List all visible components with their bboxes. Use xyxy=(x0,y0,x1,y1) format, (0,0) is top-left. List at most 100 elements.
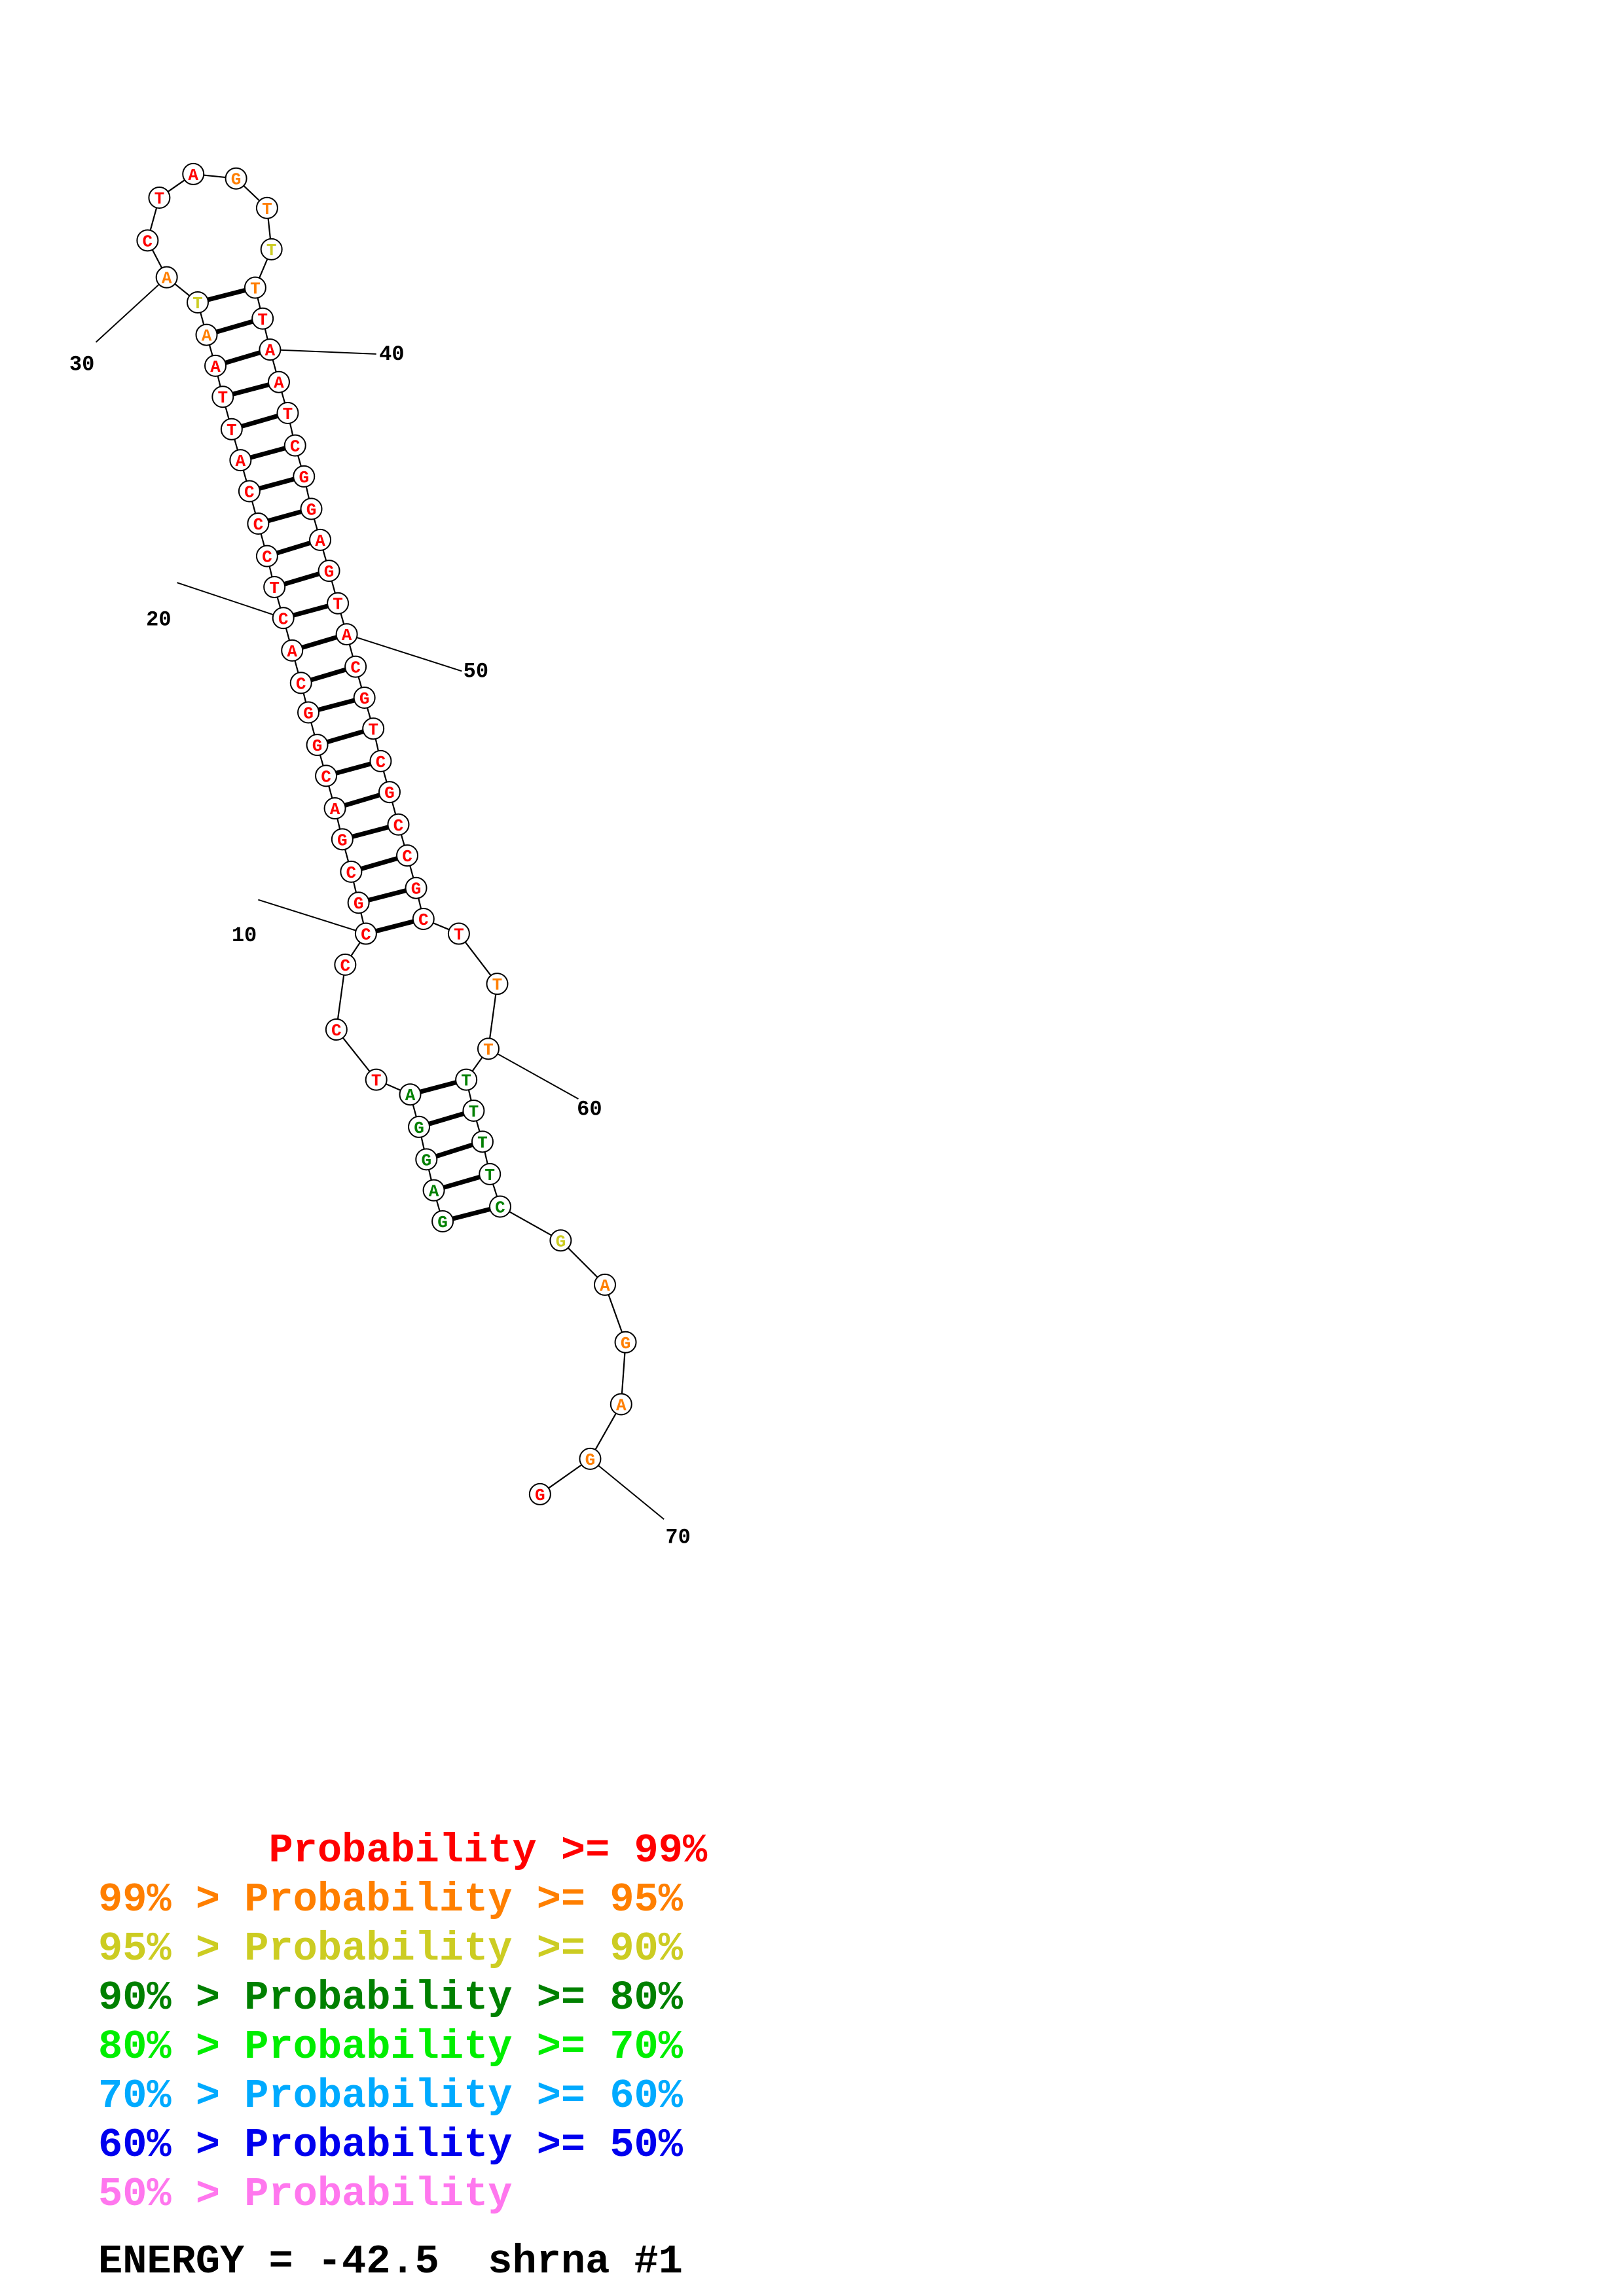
nucleotide: C xyxy=(247,512,270,535)
position-tick xyxy=(488,1048,579,1100)
nucleotide: C xyxy=(387,813,410,836)
nucleotide: G xyxy=(318,560,340,583)
nucleotide-base: T xyxy=(283,404,293,424)
nucleotide-circle xyxy=(486,973,509,996)
nucleotide-circle xyxy=(211,386,234,408)
nucleotide-base: A xyxy=(274,374,284,393)
nucleotide-base: T xyxy=(227,421,237,440)
nucleotide-circle xyxy=(344,655,367,678)
nucleotide-circle xyxy=(204,354,227,377)
nucleotide-circle xyxy=(354,922,377,945)
nucleotide-base: G xyxy=(411,880,422,899)
nucleotide-circle xyxy=(479,1162,501,1185)
nucleotide-base: G xyxy=(299,468,309,488)
nucleotide-circle xyxy=(347,891,370,914)
nucleotide-base: T xyxy=(368,720,378,740)
backbone-segment xyxy=(500,1206,561,1242)
nucleotide: T xyxy=(276,402,299,425)
nucleotide-base: C xyxy=(340,956,351,976)
nucleotide-circle xyxy=(549,1229,572,1252)
nucleotide-circle xyxy=(186,291,209,314)
nucleotide: A xyxy=(281,639,304,662)
position-ticks: 10 20 30 40 50 60 70 xyxy=(69,276,691,1549)
nucleotide-base: T xyxy=(461,1071,471,1091)
legend-entry: 90% > Probability >= 80% xyxy=(98,1975,683,2021)
nucleotide: T xyxy=(479,1162,501,1185)
nucleotide-base: C xyxy=(418,910,429,930)
nucleotide-circle xyxy=(331,828,354,851)
nucleotide: G xyxy=(300,497,323,520)
nucleotide-base: G xyxy=(359,689,370,709)
nucleotide: G xyxy=(378,781,401,804)
nucleotide-base: T xyxy=(484,1166,495,1185)
nucleotide-base: C xyxy=(393,816,404,836)
nucleotide-base: T xyxy=(257,310,268,330)
nucleotide-base: G xyxy=(337,831,348,850)
nucleotide-circle xyxy=(334,953,357,976)
nucleotide: C xyxy=(396,844,419,867)
nucleotide-circle xyxy=(195,323,218,346)
nucleotide-base: C xyxy=(278,609,289,629)
nucleotide: T xyxy=(251,307,274,330)
nucleotide-circle xyxy=(238,480,261,503)
nucleotide-circle xyxy=(408,1115,431,1138)
nucleotide-circle xyxy=(399,1083,422,1106)
nucleotide-base: G xyxy=(556,1232,566,1251)
nucleotide-circle xyxy=(323,797,346,819)
position-tick xyxy=(270,349,376,355)
nucleotide: T xyxy=(220,418,243,440)
nucleotide: A xyxy=(309,528,332,551)
nucleotide: G xyxy=(347,891,370,914)
nucleotide-base: C xyxy=(361,925,371,945)
nucleotide: C xyxy=(325,1018,348,1041)
nucleotide-circle xyxy=(488,1195,511,1218)
probability-legend: Probability >= 99% 99% > Probability >= 9… xyxy=(98,1826,707,2219)
nucleotide: G xyxy=(549,1229,572,1252)
nucleotide-base: T xyxy=(477,1133,488,1153)
nucleotide-base: G xyxy=(585,1450,596,1470)
nucleotide: T xyxy=(477,1037,500,1060)
nucleotide-circle xyxy=(396,844,419,867)
nucleotide-base: T xyxy=(371,1071,382,1091)
nucleotide-circle xyxy=(251,307,274,330)
nucleotide-circle xyxy=(318,560,340,583)
nucleotide-circle xyxy=(378,781,401,804)
nucleotide: C xyxy=(334,953,357,976)
nucleotide: G xyxy=(528,1482,551,1505)
nucleotide-base: A xyxy=(162,269,172,289)
nucleotide-circle xyxy=(300,497,323,520)
nucleotide-circle xyxy=(327,592,350,615)
nucleotide-circle xyxy=(447,922,470,945)
nucleotide: T xyxy=(186,291,209,314)
nucleotide-circle xyxy=(244,276,266,299)
nucleotide-base: G xyxy=(324,562,335,582)
nucleotide-base: A xyxy=(202,327,212,346)
nucleotide-circle xyxy=(455,1068,478,1091)
nucleotide: G xyxy=(405,876,428,899)
nucleotide: G xyxy=(331,828,354,851)
nucleotide-circle xyxy=(293,465,316,488)
nucleotide: A xyxy=(182,162,205,185)
nucleotide-circle xyxy=(614,1331,637,1354)
nucleotide-circle xyxy=(362,717,385,740)
legend-entry: 99% > Probability >= 95% xyxy=(98,1876,683,1923)
nucleotide-base: C xyxy=(346,863,357,883)
nucleotide-base: T xyxy=(333,595,343,615)
position-label: 50 xyxy=(464,659,488,683)
nucleotide-base: G xyxy=(312,736,323,756)
nucleotide-base: C xyxy=(495,1198,505,1217)
nucleotide-circle xyxy=(325,1018,348,1041)
nucleotide-base: C xyxy=(350,658,361,678)
nucleotide-base: A xyxy=(287,642,297,662)
nucleotide-circle xyxy=(353,686,376,709)
nucleotide: G xyxy=(306,734,329,757)
nucleotide-base: C xyxy=(290,437,301,457)
nucleotide-base: A xyxy=(616,1395,627,1415)
nucleotide: T xyxy=(255,196,278,219)
nucleotide-base: G xyxy=(621,1334,631,1354)
nucleotide: G xyxy=(431,1210,454,1233)
nucleotide: A xyxy=(195,323,218,346)
nucleotide-circle xyxy=(405,876,428,899)
nucleotide-base: G xyxy=(231,170,242,190)
